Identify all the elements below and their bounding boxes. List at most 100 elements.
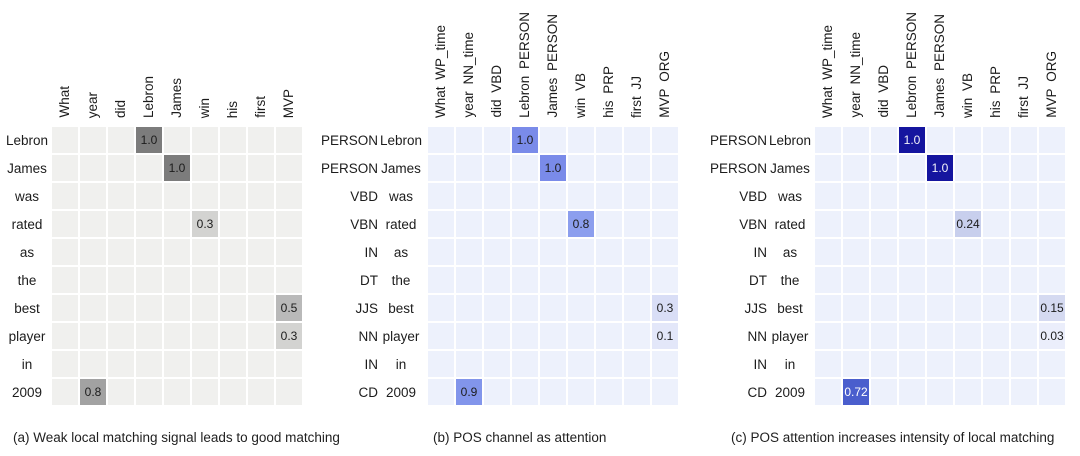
- heatmap-cell: [52, 323, 78, 349]
- heatmap-cell: [164, 127, 190, 153]
- heatmap-cell: [52, 295, 78, 321]
- heatmap-cell: [428, 127, 454, 153]
- heatmap-cell: [843, 267, 869, 293]
- row-pos-tag: PERSON: [320, 160, 378, 176]
- column-label: did VBD: [484, 12, 510, 118]
- heatmap-cell: [596, 211, 622, 237]
- heatmap-cell: 0.3: [652, 295, 678, 321]
- heatmap-cell: [276, 155, 302, 181]
- heatmap-cell: [456, 211, 482, 237]
- heatmap-cell: [815, 211, 841, 237]
- heatmap-cell: [136, 183, 162, 209]
- row-pos-tag: IN: [364, 356, 379, 372]
- row-label: the: [2, 267, 52, 293]
- heatmap-cell: [899, 239, 925, 265]
- row-pos-tag: VBD: [739, 188, 767, 204]
- heatmap-cell: [652, 379, 678, 405]
- heatmap-cell: [136, 295, 162, 321]
- heatmap-cell: [220, 267, 246, 293]
- heatmap-cell: [456, 351, 482, 377]
- heatmap-cell: [136, 211, 162, 237]
- heatmap-cell: [540, 379, 566, 405]
- row-label: IN as: [318, 239, 424, 265]
- heatmap-cell: [540, 295, 566, 321]
- heatmap-cell: [192, 183, 218, 209]
- heatmap-cell: [1039, 351, 1065, 377]
- column-label-text: James: [169, 78, 185, 118]
- row-label: VBN rated: [705, 211, 813, 237]
- heatmap-cell: [1039, 239, 1065, 265]
- heatmap-cell: [248, 323, 274, 349]
- column-label-text: first: [253, 96, 269, 118]
- column-label: MVP ORG: [1039, 12, 1065, 118]
- row-label: VBD was: [318, 183, 424, 209]
- heatmap-cell: [220, 379, 246, 405]
- heatmap-cell: [1011, 183, 1037, 209]
- heatmap-cell: [596, 323, 622, 349]
- heatmap-cell: 0.8: [568, 211, 594, 237]
- heatmap-cell: 1.0: [512, 127, 538, 153]
- heatmap-cell: [52, 351, 78, 377]
- heatmap-cell: [192, 351, 218, 377]
- column-label-text: Lebron PERSON: [904, 12, 920, 118]
- heatmap-cell: [220, 295, 246, 321]
- heatmap-cell: [456, 183, 482, 209]
- heatmap-cell: [596, 183, 622, 209]
- column-label-text: first JJ: [629, 76, 645, 118]
- row-pos-tag: CD: [747, 384, 768, 400]
- row-word: best: [388, 300, 414, 316]
- row-label: IN in: [318, 351, 424, 377]
- heatmap-cell: [540, 239, 566, 265]
- heatmap-cell: [456, 267, 482, 293]
- column-label-text: What WP_time: [820, 24, 836, 118]
- heatmap-cell: [652, 183, 678, 209]
- heatmap-cell: [164, 379, 190, 405]
- heatmap-cell: [428, 211, 454, 237]
- heatmap-cell: [192, 379, 218, 405]
- heatmap-cell: [1039, 267, 1065, 293]
- heatmap-cell: 0.3: [276, 323, 302, 349]
- heatmap-cell: [843, 323, 869, 349]
- row-word: player: [8, 328, 46, 344]
- heatmap-cell: [955, 323, 981, 349]
- heatmap-cell: 0.72: [843, 379, 869, 405]
- heatmap-cell: [512, 239, 538, 265]
- heatmap-cell: [927, 351, 953, 377]
- column-label: did: [108, 12, 134, 118]
- heatmap-cell: [512, 351, 538, 377]
- heatmap-cell: [484, 295, 510, 321]
- panel-caption: (c) POS attention increases intensity of…: [731, 430, 1055, 445]
- heatmap-cell: [815, 127, 841, 153]
- heatmap-cell: [652, 351, 678, 377]
- row-label: VBN rated: [318, 211, 424, 237]
- heatmap-cell: [568, 295, 594, 321]
- row-word: as: [782, 244, 798, 260]
- heatmap-grid: 1.0 1.0 0.8 0.3 0.1 0.9: [428, 127, 678, 405]
- heatmap-cell: [276, 379, 302, 405]
- row-pos-tag: PERSON: [320, 132, 378, 148]
- heatmap-cell: [871, 211, 897, 237]
- heatmap-cell: [108, 211, 134, 237]
- heatmap-cell: [596, 127, 622, 153]
- heatmap-cell: [596, 379, 622, 405]
- heatmap-cell: [624, 323, 650, 349]
- column-label: year NN_time: [456, 12, 482, 118]
- heatmap-cell: [815, 295, 841, 321]
- heatmap-cell: [596, 239, 622, 265]
- heatmap-cell: [1039, 127, 1065, 153]
- heatmap-cell: [652, 127, 678, 153]
- heatmap-cell: [1039, 183, 1065, 209]
- column-label: his PRP: [983, 12, 1009, 118]
- row-label: PERSON Lebron: [705, 127, 813, 153]
- column-label-text: year: [85, 91, 101, 118]
- heatmap-cell: [624, 295, 650, 321]
- column-label: win: [192, 12, 218, 118]
- heatmap-cell: [484, 183, 510, 209]
- row-label: IN as: [705, 239, 813, 265]
- row-pos-tag: NN: [747, 328, 768, 344]
- heatmap-cell: [652, 155, 678, 181]
- heatmap-cell: [484, 351, 510, 377]
- row-headers: PERSON Lebron PERSON James VBD was VBN rated IN a…: [705, 127, 813, 407]
- column-label: Lebron: [136, 12, 162, 118]
- row-pos-tag: IN: [753, 244, 768, 260]
